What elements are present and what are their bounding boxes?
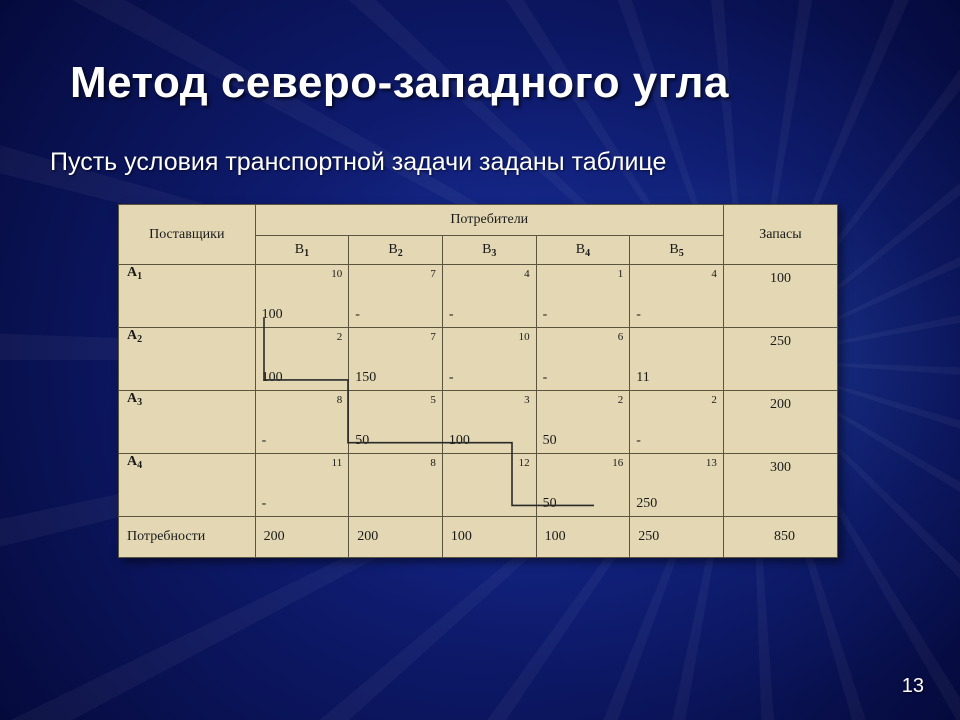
- transport-table: Поставщики Потребители Запасы B1 B2 B3 B…: [118, 204, 838, 558]
- header-b2: B2: [349, 236, 443, 265]
- cell-a4-b2: 8: [349, 454, 443, 517]
- header-supply: Запасы: [723, 205, 837, 265]
- cell-a2-b4: 6-: [536, 328, 630, 391]
- grand-total: 850: [723, 517, 837, 558]
- cell-a3-b1: 8-: [255, 391, 349, 454]
- demand-label: Потребности: [119, 517, 256, 558]
- cell-a1-b2: 7-: [349, 265, 443, 328]
- cell-a1-b5: 4-: [630, 265, 724, 328]
- demand-b5: 250: [630, 517, 724, 558]
- transport-table-wrap: Поставщики Потребители Запасы B1 B2 B3 B…: [118, 204, 838, 558]
- header-b4: B4: [536, 236, 630, 265]
- cell-a3-b2: 550: [349, 391, 443, 454]
- cell-a1-b3: 4-: [442, 265, 536, 328]
- cell-a2-b3: 10-: [442, 328, 536, 391]
- header-consumers: Потребители: [255, 205, 723, 236]
- demand-b2: 200: [349, 517, 443, 558]
- cell-a2-b1: 2100: [255, 328, 349, 391]
- slide-subtitle: Пусть условия транспортной задачи заданы…: [50, 148, 920, 177]
- row-label-a1: A1: [119, 265, 256, 328]
- cell-a1-b4: 1-: [536, 265, 630, 328]
- header-b3: B3: [442, 236, 536, 265]
- cell-a3-b5: 2-: [630, 391, 724, 454]
- cell-a2-b5: 11: [630, 328, 724, 391]
- page-number: 13: [902, 675, 924, 698]
- slide: Метод северо-западного угла Пусть услови…: [0, 0, 960, 720]
- cell-a1-b1: 10100: [255, 265, 349, 328]
- supply-a4: 300: [723, 454, 837, 517]
- cell-a3-b3: 3100: [442, 391, 536, 454]
- cell-a4-b1: 11-: [255, 454, 349, 517]
- row-label-a3: A3: [119, 391, 256, 454]
- cell-a4-b3: 12: [442, 454, 536, 517]
- cell-a4-b4: 1650: [536, 454, 630, 517]
- header-b5: B5: [630, 236, 724, 265]
- supply-a3: 200: [723, 391, 837, 454]
- row-label-a2: A2: [119, 328, 256, 391]
- slide-title: Метод северо-западного угла: [70, 58, 920, 108]
- demand-b1: 200: [255, 517, 349, 558]
- header-suppliers: Поставщики: [119, 205, 256, 265]
- demand-b4: 100: [536, 517, 630, 558]
- supply-a2: 250: [723, 328, 837, 391]
- header-b1: B1: [255, 236, 349, 265]
- cell-a3-b4: 250: [536, 391, 630, 454]
- cell-a2-b2: 7150: [349, 328, 443, 391]
- row-label-a4: A4: [119, 454, 256, 517]
- demand-b3: 100: [442, 517, 536, 558]
- cell-a4-b5: 13250: [630, 454, 724, 517]
- supply-a1: 100: [723, 265, 837, 328]
